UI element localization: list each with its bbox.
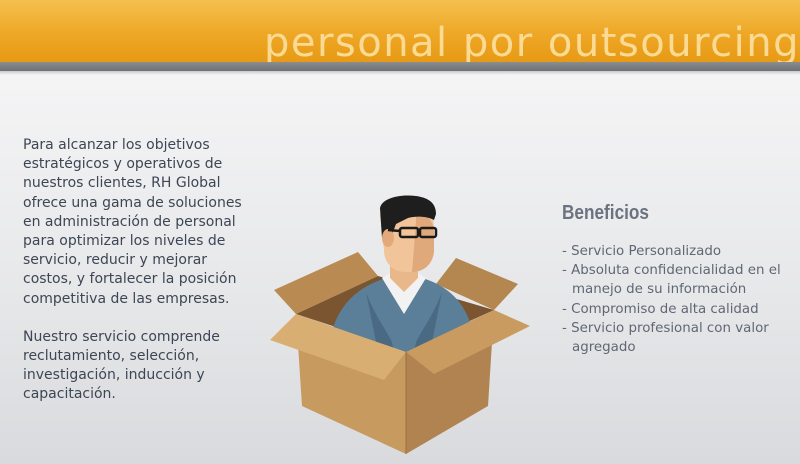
benefits-title: Beneficios <box>562 202 649 224</box>
list-item: - Servicio profesional con valor agregad… <box>562 320 769 356</box>
list-item: - Servicio Personalizado <box>562 244 722 259</box>
benefits-section: Beneficios - Servicio Personalizado - Ab… <box>562 200 794 357</box>
intro-paragraph: Para alcanzar los objetivos estratégicos… <box>23 137 242 307</box>
list-item: - Compromiso de alta calidad <box>562 301 759 317</box>
page-title: personal por outsourcing <box>263 20 800 62</box>
benefits-list: - Servicio Personalizado - Absoluta conf… <box>562 242 794 357</box>
intro-section: Para alcanzar los objetivos estratégicos… <box>23 136 258 424</box>
header-shadow <box>0 71 800 75</box>
header-divider <box>0 62 800 71</box>
services-paragraph: Nuestro servicio comprende reclutamiento… <box>23 328 220 403</box>
list-item: - Absoluta confidencialidad en el manejo… <box>562 263 781 298</box>
man-in-box-illustration <box>266 192 536 456</box>
header-banner: personal por outsourcing <box>0 0 800 62</box>
